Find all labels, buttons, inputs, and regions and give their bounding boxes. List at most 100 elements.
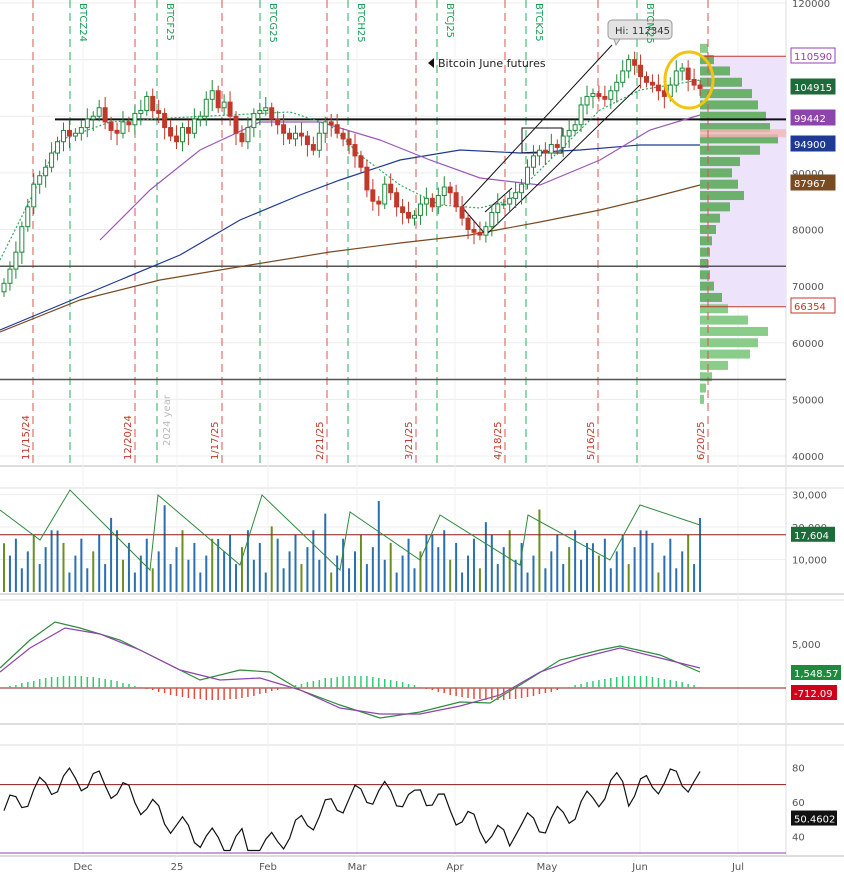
candle-body (441, 186, 447, 197)
rsi-tick-label: 60 (792, 798, 805, 809)
candle-body (691, 78, 697, 86)
candle (352, 133, 358, 168)
candle-body (257, 110, 263, 114)
candle-body (168, 127, 174, 137)
trend-channel-lines (461, 44, 641, 236)
price-tag-text: 99442 (794, 114, 826, 125)
candle-body (120, 121, 126, 134)
candle-body (114, 129, 120, 134)
month-tick-label: Jul (731, 862, 744, 873)
candle (679, 63, 685, 81)
volume-profile-bar (700, 157, 740, 167)
candle (251, 108, 257, 138)
candle (298, 122, 304, 146)
candle-body (429, 197, 435, 208)
price-tag-text: 66354 (794, 302, 826, 313)
candle (316, 122, 322, 158)
candle-body (459, 206, 465, 219)
candle-body (287, 132, 293, 140)
month-tick-label: Dec (73, 862, 92, 873)
volume-profile-bar (700, 394, 704, 404)
candle-body (144, 95, 150, 112)
candle (1, 278, 7, 297)
candle (162, 108, 168, 140)
candle (293, 125, 299, 147)
expiry-date-label: 12/20/24 (123, 415, 134, 460)
candle (655, 74, 661, 101)
month-tick-label: Jun (631, 862, 648, 873)
support-resistance-lines (0, 55, 786, 381)
price-tag-box (790, 109, 836, 126)
candle-body (191, 118, 197, 134)
expiry-date-labels: 11/15/24 12/20/24 1/17/25 2/21/25 3/21/25 4/1… (21, 415, 707, 460)
candle (536, 145, 542, 166)
candle-body (388, 183, 394, 194)
candle (471, 221, 477, 245)
candle-body (203, 98, 209, 117)
price-tag-box (790, 297, 836, 314)
expiry-date-label: 5/16/25 (586, 421, 597, 460)
candle-body (352, 144, 358, 157)
volume-profile-bar (700, 89, 752, 99)
candle (441, 176, 447, 206)
candle (673, 60, 679, 93)
candle (394, 187, 400, 217)
volume-profile-bar (700, 145, 760, 155)
candle (31, 173, 37, 215)
expiry-date-label: 4/18/25 (493, 421, 504, 460)
volume-profile-bar (700, 258, 708, 268)
volume-profile-bar (700, 281, 714, 291)
candle (191, 108, 197, 139)
contract-label: BTCZ24 (77, 3, 88, 42)
candle-body (548, 144, 554, 154)
candle (78, 119, 84, 141)
candle (168, 119, 174, 142)
month-tick-label: Apr (446, 862, 464, 873)
candle (501, 198, 507, 210)
candle (685, 60, 691, 92)
candle-body (179, 127, 185, 143)
candle-body (7, 268, 13, 284)
candle (406, 201, 412, 224)
candle-body (156, 110, 162, 114)
candle (310, 136, 316, 156)
volume-profile-bar (700, 168, 732, 178)
candle-body (697, 84, 703, 89)
candle (614, 74, 620, 103)
candle-body (72, 132, 78, 137)
rsi-value-text: 50.4602 (794, 815, 835, 826)
candle-body (453, 192, 459, 208)
candle (7, 261, 13, 291)
candle (465, 213, 471, 240)
expiry-date-label: 1/17/25 (210, 421, 221, 460)
candle (49, 142, 55, 173)
contract-labels: BTCZ24 BTCF25 BTCG25 BTCH25 BTCJ25 BTCK25 BTCM… (77, 3, 655, 44)
candle-body (394, 192, 400, 208)
candle (453, 184, 459, 212)
candle (275, 111, 281, 135)
candle-body (185, 127, 191, 134)
candle (400, 198, 406, 225)
macd-tick-label: 5,000 (792, 640, 821, 651)
candle-body (578, 104, 584, 126)
candle (530, 145, 536, 175)
candle-body (447, 186, 453, 194)
candle-body (37, 175, 43, 185)
candle-body (465, 217, 471, 231)
candle (566, 119, 572, 148)
candle-body (679, 67, 685, 72)
price-tick-label: 50000 (792, 395, 824, 406)
candle-body (406, 212, 412, 219)
candle (590, 88, 596, 109)
candle (495, 193, 501, 225)
candle (126, 116, 132, 133)
price-tag-text: 104915 (794, 83, 832, 94)
candle (626, 54, 632, 79)
candle-body (96, 107, 102, 117)
price-candles (1, 51, 703, 297)
volume-profile-bar (700, 225, 716, 234)
volume-profile-bar (700, 66, 730, 76)
price-tick-label: 80000 (792, 226, 824, 237)
month-tick-label: Feb (259, 862, 277, 873)
